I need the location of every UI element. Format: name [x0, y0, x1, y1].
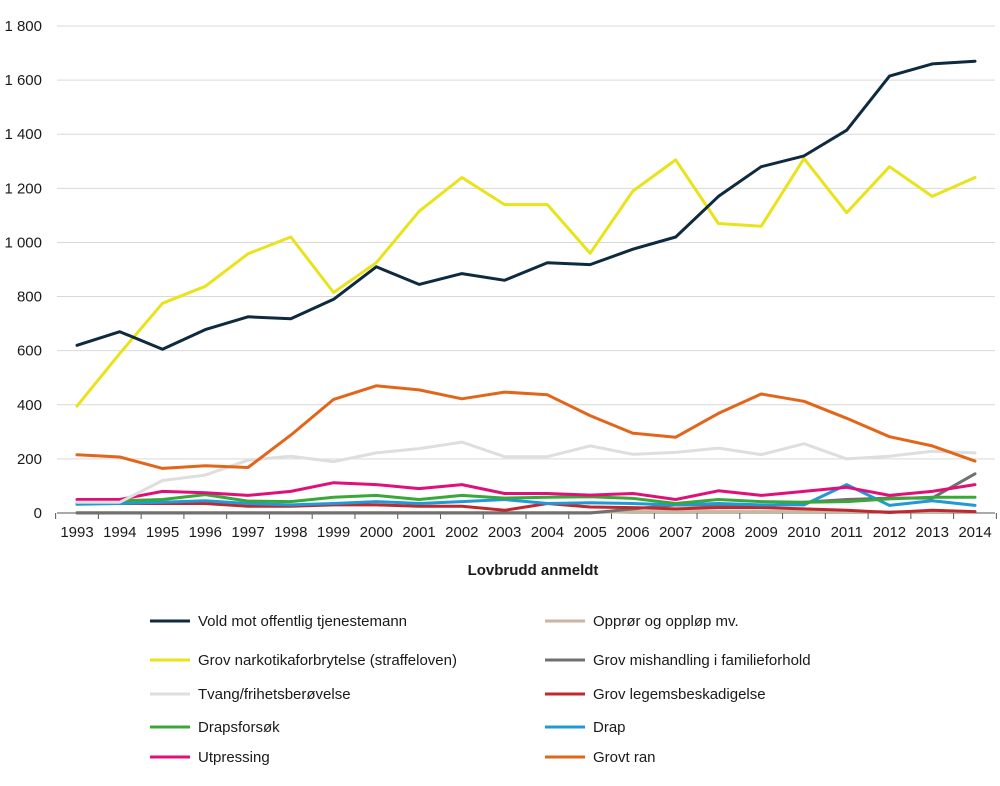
- x-tick-label: 1995: [146, 524, 179, 541]
- x-tick-label: 2010: [787, 524, 820, 541]
- x-tick-label: 1998: [274, 524, 307, 541]
- x-tick-label: 1994: [103, 524, 136, 541]
- y-tick-label: 600: [17, 343, 42, 360]
- legend: Vold mot offentlig tjenestemann Opprør og…: [150, 613, 811, 766]
- series-line-grov-narkotikaforbrytelse-straffeloven: [75, 157, 977, 408]
- series-line-utpressing: [75, 481, 977, 501]
- series-line-drapsforsok: [75, 493, 977, 505]
- series-line-vold-mot-offentlig-tjenestemann: [75, 59, 977, 351]
- y-tick-label: 400: [17, 397, 42, 414]
- x-axis-title: Lovbrudd anmeldt: [468, 562, 599, 579]
- legend-label-grovt-ran: Grovt ran: [593, 749, 656, 766]
- legend-label-oppror-og-opplop-mv: Opprør og oppløp mv.: [593, 613, 739, 630]
- y-tick-label: 0: [34, 505, 42, 522]
- x-tick-label: 1999: [317, 524, 350, 541]
- y-tick-label: 1 800: [4, 18, 42, 35]
- x-axis: 1993 1994 1995 1996 1997 1998 1999 2000 2001 2002…: [55, 512, 997, 541]
- x-tick-label: 1996: [189, 524, 222, 541]
- gridlines: [57, 25, 995, 460]
- y-tick-label: 1 200: [4, 180, 42, 197]
- legend-label-drap: Drap: [593, 719, 626, 736]
- x-tick-label: 1993: [60, 524, 93, 541]
- x-tick-label: 2001: [402, 524, 435, 541]
- y-tick-label: 1 400: [4, 126, 42, 143]
- legend-label-grov-narkotikaforbrytelse-straffeloven: Grov narkotikaforbrytelse (straffeloven): [198, 652, 457, 669]
- series-line-grovt-ran: [75, 384, 977, 470]
- legend-label-vold-mot-offentlig-tjenestemann: Vold mot offentlig tjenestemann: [198, 613, 407, 630]
- y-tick-label: 1 000: [4, 234, 42, 251]
- x-tick-label: 1997: [231, 524, 264, 541]
- x-tick-label: 2014: [958, 524, 991, 541]
- y-tick-label: 200: [17, 451, 42, 468]
- x-tick-label: 2009: [745, 524, 778, 541]
- x-tick-label: 2012: [873, 524, 906, 541]
- x-tick-label: 2000: [360, 524, 393, 541]
- series-line-drap: [75, 483, 977, 507]
- x-tick-label: 2002: [445, 524, 478, 541]
- x-tick-label: 2011: [831, 524, 863, 541]
- x-tick-label: 2003: [488, 524, 521, 541]
- x-tick-label: 2013: [916, 524, 949, 541]
- legend-label-tvang-frihetsberovelse: Tvang/frihetsberøvelse: [198, 686, 351, 703]
- x-tick-label: 2004: [531, 524, 564, 541]
- y-tick-label: 1 600: [4, 72, 42, 89]
- x-tick-label: 2005: [573, 524, 606, 541]
- y-tick-label: 800: [17, 289, 42, 306]
- legend-label-drapsforsok: Drapsforsøk: [198, 719, 280, 736]
- legend-label-grov-mishandling-i-familieforhold: Grov mishandling i familieforhold: [593, 652, 811, 669]
- x-tick-label: 2008: [702, 524, 735, 541]
- x-tick-label: 2007: [659, 524, 692, 541]
- series-lines: [75, 59, 977, 515]
- series-line-grov-legemsbeskadigelse: [75, 502, 977, 514]
- x-tick-label: 2006: [616, 524, 649, 541]
- y-axis-tick-labels: 0 200 400 600 800 1 000 1 200 1 400 1 600 1 800: [4, 18, 42, 522]
- legend-label-utpressing: Utpressing: [198, 749, 270, 766]
- legend-label-grov-legemsbeskadigelse: Grov legemsbeskadigelse: [593, 686, 766, 703]
